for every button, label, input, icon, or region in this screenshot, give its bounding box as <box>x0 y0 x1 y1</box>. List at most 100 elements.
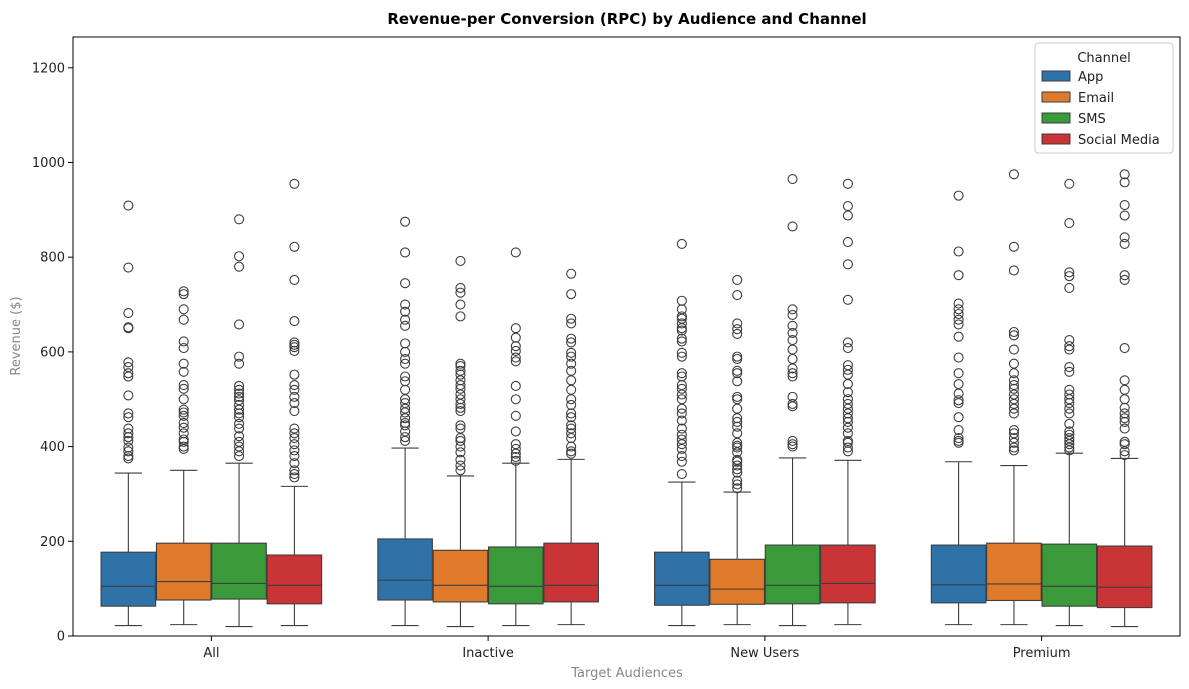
outlier-point <box>566 399 577 410</box>
outlier-point <box>676 415 687 426</box>
legend: Channel App Email SMS Social Media <box>1034 42 1174 154</box>
outlier-point <box>123 428 134 439</box>
outlier-point <box>787 327 798 338</box>
outlier-point <box>178 336 189 347</box>
outlier-point <box>842 259 853 270</box>
series-sms <box>211 174 1098 628</box>
outlier-point <box>510 451 521 463</box>
outlier-point <box>676 434 687 445</box>
outlier-point <box>510 345 521 356</box>
outlier-point <box>123 412 134 423</box>
outlier-point <box>455 447 466 458</box>
outlier-point <box>1064 418 1075 429</box>
outlier-point <box>787 371 798 382</box>
outlier-point <box>1119 384 1130 395</box>
x-tick-label: All <box>203 646 219 661</box>
outlier-point <box>400 216 411 227</box>
outlier-point <box>1008 358 1020 369</box>
outlier-point <box>1119 238 1130 249</box>
legend-title: Channel <box>1077 51 1130 66</box>
outlier-point <box>1119 274 1130 285</box>
box <box>377 538 433 601</box>
outlier-point <box>953 314 964 325</box>
box <box>543 542 599 603</box>
outlier-point <box>400 432 411 443</box>
outlier-point <box>289 178 300 189</box>
outlier-point <box>400 314 411 325</box>
outlier-point <box>510 247 521 258</box>
y-tick-label: 200 <box>40 535 65 550</box>
outlier-point <box>842 200 853 212</box>
outlier-point <box>289 439 300 450</box>
outlier-point <box>1064 335 1075 346</box>
x-axis-label: Target Audiences <box>570 666 683 681</box>
outlier-point <box>1064 271 1075 282</box>
outlier-point <box>1064 408 1075 419</box>
outlier-point <box>787 335 798 346</box>
outlier-point <box>676 336 687 347</box>
outlier-point <box>455 255 466 267</box>
box <box>654 551 710 606</box>
box <box>100 551 157 607</box>
box <box>487 546 544 605</box>
box <box>1041 543 1098 607</box>
outlier-point <box>400 299 411 310</box>
box <box>211 542 267 600</box>
outlier-point <box>1064 267 1075 278</box>
outlier-point <box>234 399 245 410</box>
outlier-point <box>842 394 853 405</box>
outlier-point <box>1008 330 1020 341</box>
outlier-point <box>289 458 300 469</box>
outlier-point <box>1119 413 1130 424</box>
box <box>266 554 323 605</box>
outlier-point <box>289 369 300 380</box>
outlier-point <box>123 442 134 453</box>
x-tick-label: Premium <box>1013 646 1071 661</box>
outlier-point <box>732 391 743 402</box>
outlier-point <box>1008 375 1020 386</box>
outlier-point <box>676 423 687 434</box>
outlier-point <box>1008 169 1020 180</box>
outlier-point <box>178 314 189 325</box>
outlier-point <box>1064 426 1075 437</box>
outlier-point <box>676 408 687 419</box>
outlier-point <box>787 391 798 402</box>
box <box>930 544 987 604</box>
outlier-point <box>953 304 964 315</box>
outlier-point <box>842 360 853 371</box>
outlier-point <box>787 398 798 410</box>
outlier-point <box>1119 270 1130 281</box>
outlier-point <box>842 210 853 221</box>
box <box>432 549 489 603</box>
y-tick-label: 0 <box>57 630 65 645</box>
outlier-point <box>455 465 466 476</box>
outlier-point <box>400 384 411 395</box>
outlier-point <box>178 417 189 428</box>
outlier-point <box>234 251 245 262</box>
outlier-point <box>566 318 577 329</box>
outlier-point <box>234 358 245 369</box>
outlier-point <box>510 443 521 455</box>
outlier-point <box>123 423 134 434</box>
outlier-point <box>787 309 798 321</box>
outlier-point <box>289 274 300 285</box>
outlier-point <box>510 332 521 343</box>
outlier-point <box>842 387 853 398</box>
outlier-point <box>123 308 134 319</box>
outlier-point <box>732 416 743 428</box>
outlier-point <box>566 448 577 459</box>
outlier-point <box>566 446 577 457</box>
outlier-point <box>787 320 798 331</box>
outlier-point <box>1119 402 1130 413</box>
outlier-point <box>123 357 134 368</box>
outlier-point <box>455 282 466 294</box>
outlier-point <box>289 342 300 353</box>
outlier-point <box>676 429 687 440</box>
outlier-point <box>455 435 466 446</box>
outlier-point <box>234 412 245 423</box>
x-tick-label: Inactive <box>462 646 514 661</box>
outlier-point <box>178 394 189 405</box>
outlier-point <box>400 306 411 317</box>
